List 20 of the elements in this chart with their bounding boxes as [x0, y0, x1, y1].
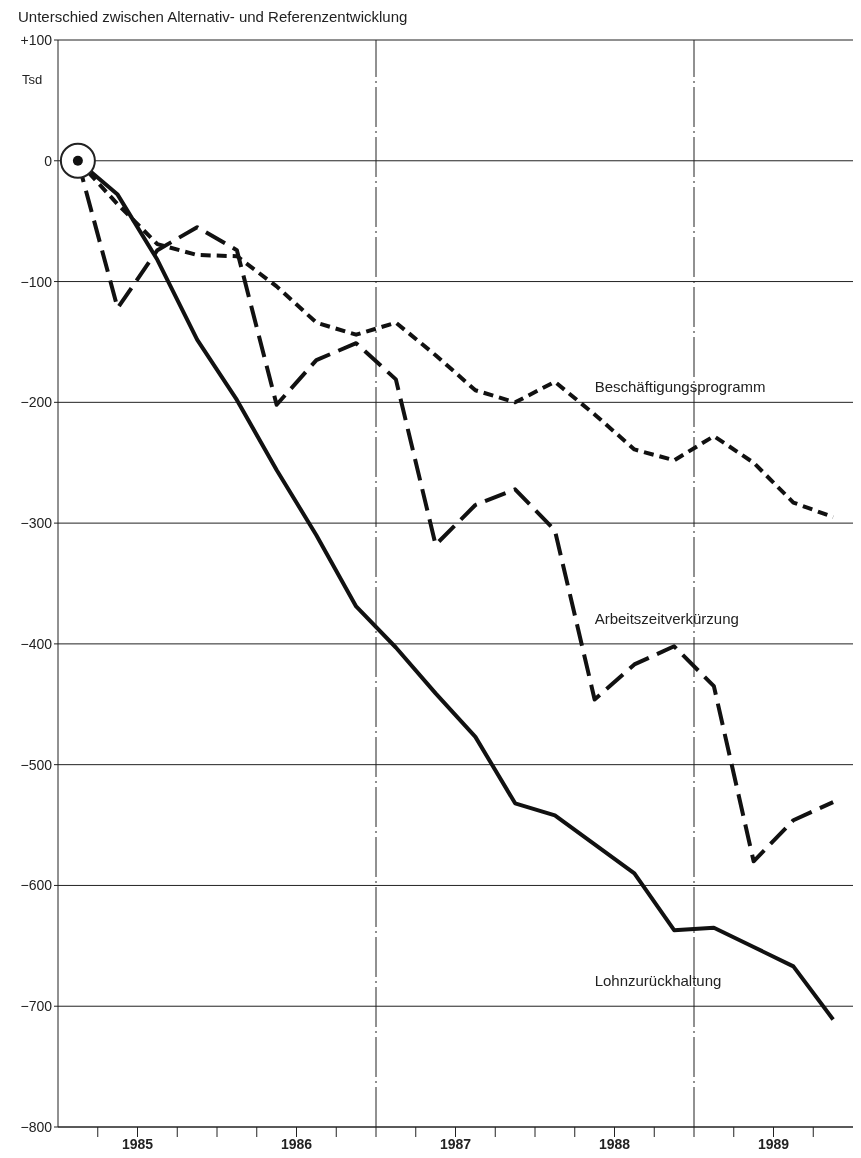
y-axis-title: Tsd	[22, 72, 43, 87]
x-tick-label: 1985	[121, 1135, 154, 1152]
y-tick-label: −400	[20, 635, 53, 652]
y-tick-label: −700	[20, 998, 53, 1015]
series-label: Arbeitszeitverkürzung	[594, 610, 739, 628]
x-tick-label: 1989	[757, 1135, 790, 1152]
y-tick-label: −600	[20, 877, 53, 894]
x-tick-label: 1986	[280, 1135, 313, 1152]
y-tick-label: −200	[20, 394, 53, 411]
y-tick-label: −300	[20, 515, 53, 532]
x-tick-label: 1987	[439, 1135, 472, 1152]
y-tick-label: 0	[44, 152, 53, 169]
chart-title: Unterschied zwischen Alternativ- und Referenzentwicklung	[18, 8, 408, 25]
y-tick-label: −100	[20, 273, 53, 290]
y-tick-label: +100	[20, 31, 53, 48]
text: Lohnzurückhaltung	[594, 972, 722, 990]
series-label: Beschäftigungsprogramm	[594, 378, 766, 396]
x-tick-label: 1988	[598, 1135, 631, 1152]
y-tick-label: −500	[20, 756, 53, 773]
y-tick-label: −800	[20, 1118, 53, 1135]
